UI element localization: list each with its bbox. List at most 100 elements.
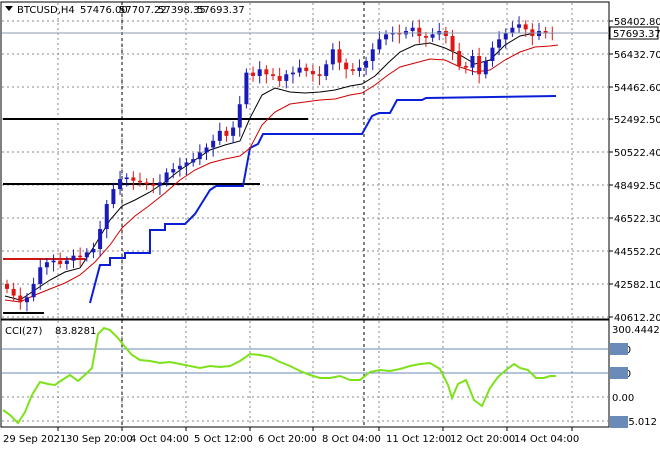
candle-body[interactable] xyxy=(271,74,275,76)
time-tick-label: 11 Oct 12:00 xyxy=(386,434,451,445)
candle-body[interactable] xyxy=(417,27,422,37)
candle-body[interactable] xyxy=(457,50,462,66)
candle-body[interactable] xyxy=(337,49,342,63)
candle-body[interactable] xyxy=(204,147,209,153)
horizontal-lines xyxy=(3,118,308,314)
candle-body[interactable] xyxy=(377,39,382,50)
candle-body[interactable] xyxy=(71,255,76,261)
price-panel[interactable] xyxy=(0,1,610,320)
candle-body[interactable] xyxy=(51,260,56,263)
candle-body[interactable] xyxy=(58,260,63,264)
candle-body[interactable] xyxy=(324,64,329,76)
cci-line xyxy=(2,326,556,425)
price-tick-label: 58402.80 xyxy=(614,17,660,28)
candle-body[interactable] xyxy=(264,69,269,75)
candle-body[interactable] xyxy=(24,297,29,303)
candle-body[interactable] xyxy=(410,27,415,32)
candle-body[interactable] xyxy=(277,75,282,81)
candle-body[interactable] xyxy=(390,32,395,35)
candle-body[interactable] xyxy=(297,67,302,73)
candle-body[interactable] xyxy=(104,204,109,230)
candle-body[interactable] xyxy=(463,65,468,68)
candle-body[interactable] xyxy=(350,69,355,71)
price-tick-label: 50522.40 xyxy=(614,148,660,159)
candle-body[interactable] xyxy=(503,32,508,40)
ohlc-high: 57707.22 xyxy=(119,5,167,16)
candle-body[interactable] xyxy=(11,288,16,296)
candle-body[interactable] xyxy=(177,165,182,170)
candle-body[interactable] xyxy=(370,49,375,61)
candle-body[interactable] xyxy=(490,47,495,61)
candle-body[interactable] xyxy=(523,24,528,30)
candle-body[interactable] xyxy=(357,67,362,71)
vertical-separators xyxy=(121,2,365,427)
candle-body[interactable] xyxy=(118,179,123,190)
candle-body[interactable] xyxy=(344,62,349,70)
candle-body[interactable] xyxy=(290,72,295,75)
candle-body[interactable] xyxy=(64,260,69,264)
time-tick-label: 4 Oct 04:00 xyxy=(130,434,189,445)
candle-body[interactable] xyxy=(443,31,448,37)
candle-body[interactable] xyxy=(364,60,369,68)
candle-body[interactable] xyxy=(138,180,142,183)
candle-body[interactable] xyxy=(44,262,49,268)
candle-body[interactable] xyxy=(330,49,335,65)
candle-body[interactable] xyxy=(397,32,402,35)
candle-body[interactable] xyxy=(510,27,515,33)
candle-body[interactable] xyxy=(430,34,435,38)
candle-body[interactable] xyxy=(124,177,129,180)
candle-body[interactable] xyxy=(423,36,428,38)
candle-body[interactable] xyxy=(157,182,162,186)
candle-body[interactable] xyxy=(304,67,309,71)
candle-body[interactable] xyxy=(497,39,502,48)
time-tick-label: 6 Oct 20:00 xyxy=(258,434,317,445)
candle-body[interactable] xyxy=(384,34,389,40)
candle-body[interactable] xyxy=(537,31,541,37)
current-price-box xyxy=(609,26,659,40)
candle-body[interactable] xyxy=(197,152,202,160)
candle-body[interactable] xyxy=(217,130,222,141)
candle-body[interactable] xyxy=(131,177,136,181)
candle-body[interactable] xyxy=(31,283,36,298)
candle-body[interactable] xyxy=(111,189,116,205)
time-tick-label: 12 Oct 20:00 xyxy=(450,434,515,445)
candle-body[interactable] xyxy=(244,72,249,105)
candle-body[interactable] xyxy=(38,267,43,284)
price-tick-label: 40612.20 xyxy=(614,313,660,324)
candle-body[interactable] xyxy=(184,162,189,166)
candle-body[interactable] xyxy=(310,70,315,75)
candle-body[interactable] xyxy=(284,74,289,81)
candle-body[interactable] xyxy=(211,140,216,148)
candle-body[interactable] xyxy=(5,283,9,289)
candle-body[interactable] xyxy=(483,60,488,75)
candle-body[interactable] xyxy=(251,72,256,76)
candle-body[interactable] xyxy=(144,182,149,185)
candle-body[interactable] xyxy=(78,255,83,258)
ma-fast-line xyxy=(4,32,558,301)
candle-body[interactable] xyxy=(257,69,262,76)
candle-body[interactable] xyxy=(470,55,475,68)
candle-body[interactable] xyxy=(84,252,89,258)
candle-body[interactable] xyxy=(237,104,242,128)
ohlc-close: 57693.37 xyxy=(197,5,245,16)
ma-slow-line xyxy=(4,44,559,303)
ohlc-open: 57476.00 xyxy=(80,5,128,16)
candle-body[interactable] xyxy=(98,229,103,249)
candle-body[interactable] xyxy=(517,24,522,28)
candle-body[interactable] xyxy=(91,248,96,253)
candle-body[interactable] xyxy=(18,295,23,303)
chart-menu-icon[interactable] xyxy=(5,6,13,11)
candle-body[interactable] xyxy=(224,130,229,136)
candle-body[interactable] xyxy=(477,55,482,75)
candle-body[interactable] xyxy=(317,74,322,76)
candle-body[interactable] xyxy=(164,172,169,183)
trailing-line xyxy=(89,95,557,304)
candle-body[interactable] xyxy=(450,36,455,51)
candle-body[interactable] xyxy=(231,127,236,136)
candle-body[interactable] xyxy=(171,169,176,173)
candle-body[interactable] xyxy=(151,184,156,186)
price-tick-label: 44552.20 xyxy=(614,247,660,258)
candle-body[interactable] xyxy=(543,31,548,33)
candle-body[interactable] xyxy=(191,159,196,163)
